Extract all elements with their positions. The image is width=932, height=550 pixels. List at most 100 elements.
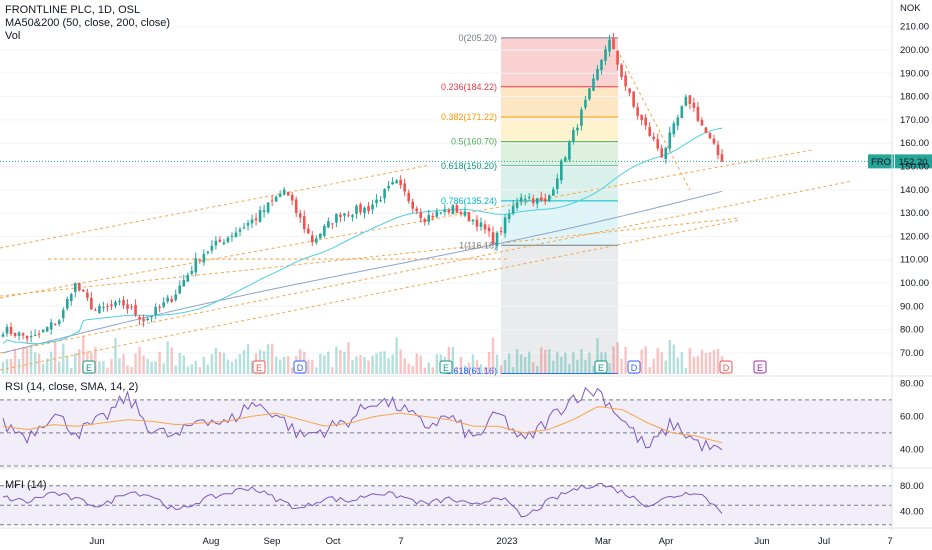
- candle-body: [222, 242, 226, 245]
- volume-bar: [688, 348, 692, 374]
- date-tick-label: Apr: [659, 536, 674, 547]
- event-markers: E E D E DE D E: [82, 360, 767, 374]
- candle-body: [431, 215, 435, 218]
- event-marker: [594, 360, 608, 374]
- volume-bar: [576, 359, 579, 374]
- candle-body: [339, 214, 342, 217]
- volume-bar: [210, 354, 214, 374]
- fib-level-label: 1.618(61.16): [446, 366, 497, 376]
- volume-bar: [134, 353, 137, 374]
- volume-bar: [640, 349, 643, 374]
- volume-bar: [270, 343, 274, 374]
- candle-body: [455, 205, 459, 213]
- volume-bar: [246, 344, 250, 374]
- candle-body: [310, 235, 314, 243]
- volume-bar: [307, 359, 310, 374]
- volume-bar: [50, 351, 53, 374]
- price-tick-label: 130.00: [900, 208, 929, 219]
- fib-level-label: 0(205.20): [458, 33, 497, 43]
- volume-bar: [431, 367, 434, 374]
- volume-bar: [660, 352, 663, 374]
- candle-body: [628, 88, 631, 93]
- rsi-legend: RSI (14, close, SMA, 14, 2): [5, 381, 139, 393]
- volume-bar: [423, 367, 426, 374]
- fib-zone: [501, 86, 618, 118]
- candle-body: [596, 69, 599, 80]
- oscillator-tick-label: 80.00: [900, 378, 924, 389]
- fib-zone: [501, 141, 618, 167]
- candle-body: [527, 197, 531, 199]
- candle-body: [467, 212, 471, 222]
- candle-body: [648, 127, 651, 137]
- candle-body: [33, 334, 37, 336]
- candle-body: [363, 207, 366, 214]
- candle-body: [668, 132, 672, 149]
- volume-bar: [62, 343, 65, 374]
- candle-body: [439, 212, 443, 214]
- volume-bar: [620, 358, 623, 374]
- ticker-tag-text: FRO: [871, 157, 891, 168]
- volume-bar: [588, 352, 591, 374]
- event-marker-label: E: [598, 363, 604, 373]
- candle-body: [531, 198, 535, 204]
- volume-bar: [174, 365, 177, 374]
- candle-body: [351, 214, 354, 218]
- candlesticks: [1, 32, 724, 344]
- mfi-legend: MFI (14): [5, 479, 47, 491]
- volume-bar: [483, 366, 487, 374]
- volume-bar: [507, 353, 511, 374]
- candle-body: [258, 210, 262, 222]
- candle-body: [551, 189, 555, 196]
- volume-bar: [74, 353, 77, 374]
- candle-body: [130, 306, 133, 308]
- candle-body: [459, 212, 463, 214]
- volume-bar: [282, 357, 286, 374]
- ticker-tag: [868, 154, 894, 169]
- volume-bar: [568, 364, 571, 374]
- volume-bar: [411, 365, 414, 374]
- fib-zone: [501, 200, 618, 246]
- volume-bar: [206, 364, 210, 374]
- candle-body: [391, 182, 394, 185]
- fibonacci-zones: [501, 37, 618, 374]
- volume-bar: [716, 348, 720, 374]
- volume-bar: [106, 367, 109, 374]
- volume-bar: [218, 352, 222, 374]
- candle-body: [90, 297, 93, 310]
- candle-body: [660, 148, 664, 158]
- volume-bar: [339, 349, 342, 374]
- candle-body: [499, 230, 503, 233]
- volume-bar: [198, 367, 202, 374]
- symbol-title: FRONTLINE PLC, 1D, OSL: [5, 4, 141, 16]
- oscillator-line: [2, 406, 723, 444]
- price-gridlines: [0, 26, 892, 354]
- volume-bar: [33, 352, 37, 374]
- trend-lines: [0, 54, 853, 371]
- candle-body: [620, 64, 623, 78]
- volume-bar: [58, 361, 61, 374]
- volume-bar: [21, 346, 25, 374]
- candle-body: [684, 96, 688, 106]
- volume-bar: [190, 364, 193, 374]
- candle-body: [294, 199, 298, 213]
- candle-body: [656, 139, 660, 149]
- fib-level-label: 0.236(184.22): [441, 82, 497, 92]
- volume-bar: [214, 347, 218, 374]
- volume-bar: [202, 356, 206, 374]
- price-tick-label: 210.00: [900, 22, 929, 33]
- volume-bar: [355, 356, 358, 374]
- volume-bar: [291, 367, 294, 374]
- volume-bar: [692, 356, 696, 374]
- oscillator-tick-label: 40.00: [900, 444, 924, 455]
- candle-body: [700, 120, 704, 126]
- candle-body: [106, 305, 109, 307]
- price-tick-label: 150.00: [900, 162, 929, 173]
- price-tick-label: 140.00: [900, 185, 929, 196]
- fib-zone: [501, 245, 618, 374]
- candle-body: [612, 38, 615, 50]
- volume-bar: [427, 362, 430, 374]
- volume-bar: [110, 358, 113, 374]
- candle-body: [395, 180, 398, 184]
- price-tick-label: 90.00: [900, 301, 924, 312]
- candle-body: [411, 201, 415, 209]
